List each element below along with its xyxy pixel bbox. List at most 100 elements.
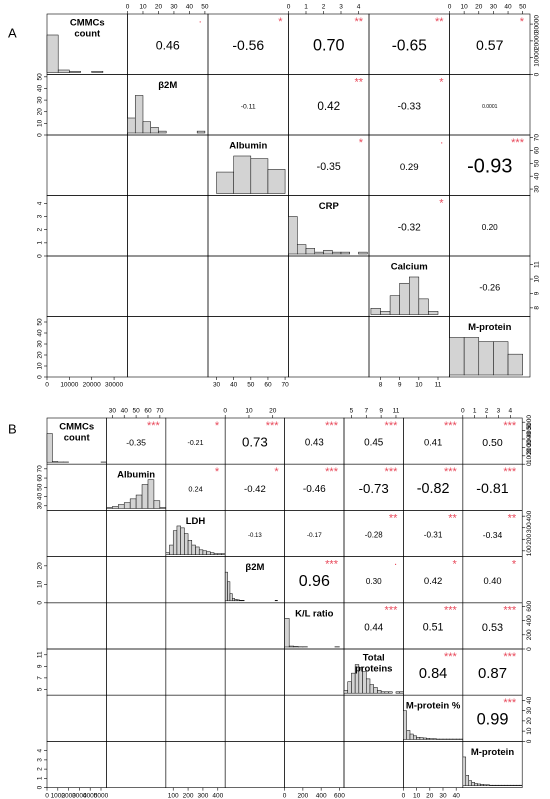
histogram-bar xyxy=(147,479,155,509)
tick-label: 8 xyxy=(379,382,383,389)
variable-label: M-protein % xyxy=(406,701,461,712)
correlation-value: -0.13 xyxy=(248,533,262,539)
histogram-bar xyxy=(362,671,367,694)
cell-frame xyxy=(288,316,370,378)
correlation-value: -0.17 xyxy=(307,532,322,539)
variable-label: β2M xyxy=(245,562,264,573)
tick-label: 20 xyxy=(269,408,277,415)
histogram-bar xyxy=(409,733,414,740)
cell-frame xyxy=(284,694,345,742)
histogram-bar xyxy=(106,507,113,509)
tick-label: 0 xyxy=(37,254,44,258)
variable-label: Albumin xyxy=(117,470,155,481)
cell-frame xyxy=(368,316,450,378)
tick-label: 50 xyxy=(37,318,44,326)
histogram-bar xyxy=(288,645,294,648)
significance-stars: *** xyxy=(503,651,517,663)
significance-stars: * xyxy=(274,466,279,478)
cell-frame xyxy=(343,694,404,742)
tick-label: 60 xyxy=(534,146,541,154)
histogram-bar xyxy=(428,311,439,315)
histogram-bar xyxy=(267,169,286,194)
tick-label: 300 xyxy=(526,522,533,533)
histogram-bar xyxy=(377,690,382,694)
correlation-value: 0.51 xyxy=(423,622,444,634)
significance-stars: ** xyxy=(508,512,517,524)
tick-label: 70 xyxy=(281,382,289,389)
histogram-bar xyxy=(184,533,189,555)
histogram-bar xyxy=(210,552,215,555)
cell-frame xyxy=(224,694,285,742)
histogram-bar xyxy=(380,691,386,694)
correlation-value: 0.24 xyxy=(188,484,202,493)
tick-label: 50 xyxy=(37,483,44,491)
histogram-bar xyxy=(69,70,81,73)
variable-label: Albumin xyxy=(229,141,267,152)
histogram-bar xyxy=(169,544,174,555)
histogram-bar xyxy=(406,730,411,740)
tick-label: 10 xyxy=(534,275,541,283)
tick-label: 400 xyxy=(212,792,223,799)
histogram-bar xyxy=(217,553,222,555)
tick-label: 20 xyxy=(37,108,44,116)
significance-stars: *** xyxy=(444,466,458,478)
tick-label: 200 xyxy=(526,629,533,640)
tick-label: 600 xyxy=(526,601,533,612)
tick-label: 11 xyxy=(37,651,44,658)
tick-label: 7 xyxy=(364,408,368,415)
cell-frame xyxy=(284,648,345,696)
tick-label: 10 xyxy=(413,792,421,799)
variable-label: CMMCs xyxy=(70,18,105,29)
tick-label: 5 xyxy=(350,408,354,415)
histogram-bar xyxy=(198,549,204,555)
tick-label: 400 xyxy=(526,615,533,626)
histogram-bar xyxy=(468,780,472,786)
tick-label: 3000 xyxy=(526,431,533,446)
tick-label: 0 xyxy=(223,408,227,415)
histogram-bar xyxy=(429,738,434,740)
tick-label: 3 xyxy=(37,214,44,218)
correlation-value: -0.81 xyxy=(476,481,509,497)
tick-label: 0 xyxy=(461,408,465,415)
histogram-bar xyxy=(347,681,352,694)
tick-label: 2000 xyxy=(61,792,76,799)
correlation-value: -0.28 xyxy=(365,531,384,540)
cell-frame xyxy=(46,556,107,604)
significance-stars: · xyxy=(394,559,398,571)
panel-letter: B xyxy=(8,421,17,436)
tick-label: 0 xyxy=(526,462,533,466)
tick-label: 40 xyxy=(37,493,44,501)
tick-label: 10000 xyxy=(60,382,78,389)
tick-label: 40 xyxy=(37,84,44,92)
cell-frame xyxy=(46,195,128,257)
cell-frame xyxy=(46,134,128,196)
tick-label: 0 xyxy=(37,133,44,137)
histogram-bar xyxy=(234,599,238,602)
histogram-bar xyxy=(380,311,391,315)
tick-label: 0 xyxy=(37,601,44,605)
histogram-bar xyxy=(118,504,125,509)
significance-stars: *** xyxy=(444,651,458,663)
correlation-value: 0.40 xyxy=(483,576,501,586)
histogram-bar xyxy=(314,251,324,255)
tick-label: 20 xyxy=(155,4,163,11)
correlation-value: -0.21 xyxy=(188,440,204,447)
histogram-bar xyxy=(150,127,159,134)
tick-label: 2 xyxy=(37,228,44,232)
tick-label: 10 xyxy=(37,119,44,127)
tick-label: 0 xyxy=(526,647,533,651)
tick-label: 0 xyxy=(287,4,291,11)
tick-label: 40 xyxy=(453,792,461,799)
histogram-bar xyxy=(305,248,315,255)
cell-frame xyxy=(207,195,289,257)
tick-label: 30 xyxy=(170,4,178,11)
histogram-bar xyxy=(224,571,228,602)
histogram-bar xyxy=(478,341,494,376)
histogram-bar xyxy=(233,155,252,194)
correlation-value: -0.42 xyxy=(244,484,266,495)
significance-stars: *** xyxy=(147,420,161,432)
cell-frame xyxy=(343,741,404,788)
histogram-bar xyxy=(366,678,371,694)
significance-stars: *** xyxy=(444,605,458,617)
